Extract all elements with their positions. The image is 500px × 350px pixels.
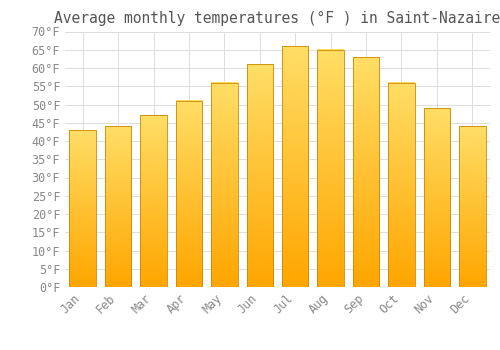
Bar [246,64,273,287]
Bar [318,50,344,287]
Bar [459,126,485,287]
Bar [353,57,380,287]
Bar [70,130,96,287]
Bar [424,108,450,287]
Bar [176,101,202,287]
Bar [282,46,308,287]
Bar [211,83,238,287]
Bar [140,116,167,287]
Title: Average monthly temperatures (°F ) in Saint-Nazaire: Average monthly temperatures (°F ) in Sa… [54,11,500,26]
Bar [388,83,414,287]
Bar [105,126,132,287]
